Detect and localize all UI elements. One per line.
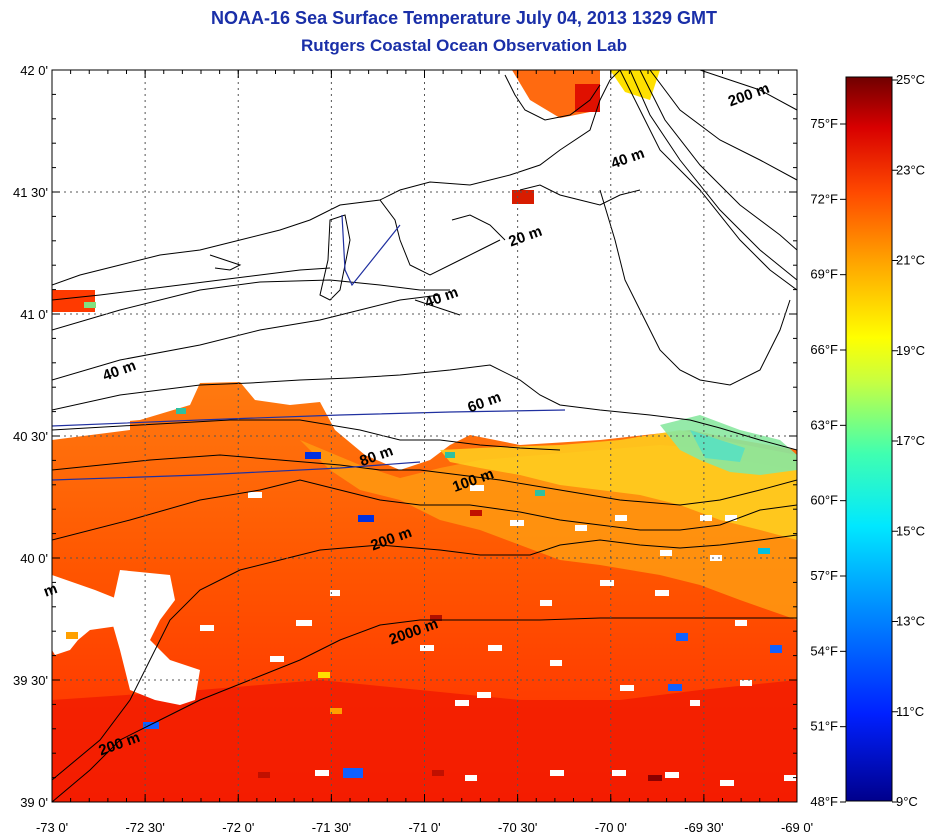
lat-tick-label: 41 0' bbox=[20, 307, 48, 322]
fahrenheit-label: 48°F bbox=[810, 794, 838, 809]
lat-tick-label: 41 30' bbox=[13, 185, 48, 200]
isobath-label: m bbox=[41, 580, 59, 601]
lon-tick-label: -72 0' bbox=[222, 820, 254, 835]
celsius-label: 19°C bbox=[896, 343, 925, 358]
fahrenheit-label: 54°F bbox=[810, 643, 838, 658]
colorbar bbox=[845, 76, 893, 802]
sst-hot-region bbox=[52, 680, 797, 802]
fahrenheit-label: 63°F bbox=[810, 417, 838, 432]
celsius-label: 13°C bbox=[896, 614, 925, 629]
lat-tick-label: 39 0' bbox=[20, 795, 48, 810]
lat-tick-label: 40 30' bbox=[13, 429, 48, 444]
fahrenheit-label: 75°F bbox=[810, 116, 838, 131]
shipping-lanes bbox=[51, 214, 566, 481]
fahrenheit-label: 57°F bbox=[810, 568, 838, 583]
coastline bbox=[52, 70, 791, 386]
celsius-label: 23°C bbox=[896, 162, 925, 177]
celsius-label: 11°C bbox=[896, 704, 924, 719]
lon-tick-label: -69 0' bbox=[781, 820, 813, 835]
celsius-label: 25°C bbox=[896, 72, 925, 87]
fahrenheit-label: 51°F bbox=[810, 719, 838, 734]
fahrenheit-label: 69°F bbox=[810, 267, 838, 282]
lon-tick-label: -73 0' bbox=[36, 820, 68, 835]
colorbar-labels: 25°C 23°C 21°C 19°C 17°C 15°C 13°C 11°C 9°C 75°F 7… bbox=[810, 72, 925, 809]
isobath-label: 20 m bbox=[506, 223, 544, 251]
map-axes: -73 0' -72 30' -72 0' -71 30' -71 0' -70 30' -… bbox=[13, 63, 813, 835]
celsius-label: 9°C bbox=[896, 794, 918, 809]
lon-tick-label: -70 0' bbox=[595, 820, 627, 835]
isobath-label: 40 m bbox=[423, 284, 461, 312]
isobaths bbox=[52, 70, 797, 802]
lat-tick-label: 42 0' bbox=[20, 63, 48, 78]
celsius-label: 21°C bbox=[896, 253, 925, 268]
celsius-label: 17°C bbox=[896, 433, 925, 448]
lon-tick-label: -72 30' bbox=[125, 820, 164, 835]
isobath-label: 200 m bbox=[726, 80, 772, 111]
lon-tick-label: -70 30' bbox=[498, 820, 537, 835]
map-grid bbox=[52, 70, 797, 802]
celsius-label: 15°C bbox=[896, 523, 925, 538]
lat-tick-label: 39 30' bbox=[13, 673, 48, 688]
lon-tick-label: -71 30' bbox=[312, 820, 351, 835]
map-subtitle: Rutgers Coastal Ocean Observation Lab bbox=[301, 36, 627, 55]
isobath-label: 40 m bbox=[609, 145, 647, 173]
fahrenheit-label: 60°F bbox=[810, 493, 838, 508]
lat-tick-label: 40 0' bbox=[20, 551, 48, 566]
lon-tick-label: -71 0' bbox=[408, 820, 440, 835]
fahrenheit-label: 66°F bbox=[810, 342, 838, 357]
isobath-label: 60 m bbox=[465, 389, 503, 417]
map-title: NOAA-16 Sea Surface Temperature July 04,… bbox=[211, 8, 717, 28]
lon-tick-label: -69 30' bbox=[684, 820, 723, 835]
isobath-label: 40 m bbox=[100, 357, 138, 385]
fahrenheit-label: 72°F bbox=[810, 191, 838, 206]
